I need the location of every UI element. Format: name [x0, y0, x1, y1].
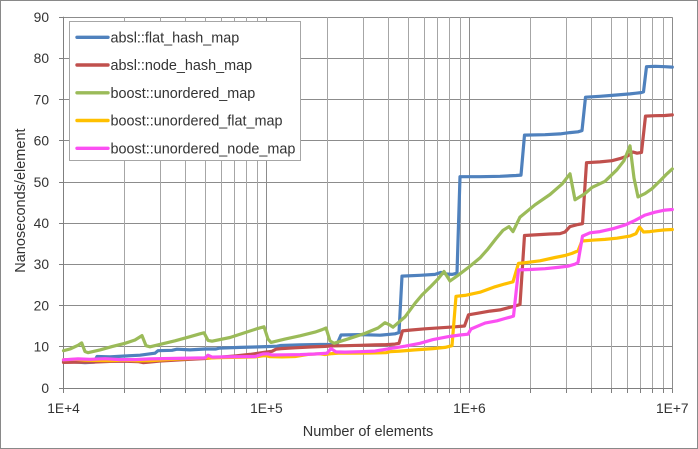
svg-text:60: 60 [34, 134, 50, 149]
svg-text:70: 70 [34, 92, 50, 107]
svg-text:Number of elements: Number of elements [303, 424, 434, 440]
svg-text:40: 40 [34, 216, 50, 231]
svg-text:1E+6: 1E+6 [453, 401, 486, 416]
svg-text:boost::unordered_flat_map: boost::unordered_flat_map [111, 114, 283, 130]
svg-text:80: 80 [34, 51, 50, 66]
svg-text:1E+4: 1E+4 [47, 401, 80, 416]
svg-text:absl::flat_hash_map: absl::flat_hash_map [111, 30, 240, 46]
svg-text:1E+5: 1E+5 [250, 401, 283, 416]
svg-text:50: 50 [34, 175, 50, 190]
svg-text:Nanoseconds/element: Nanoseconds/element [13, 128, 29, 272]
svg-text:0: 0 [41, 381, 49, 396]
svg-text:boost::unordered_node_map: boost::unordered_node_map [111, 141, 296, 157]
svg-text:20: 20 [34, 299, 50, 314]
svg-text:10: 10 [34, 340, 50, 355]
svg-text:boost::unordered_map: boost::unordered_map [111, 86, 256, 102]
svg-text:absl::node_hash_map: absl::node_hash_map [111, 58, 253, 74]
svg-text:30: 30 [34, 257, 50, 272]
svg-text:1E+7: 1E+7 [656, 401, 689, 416]
svg-text:90: 90 [34, 10, 50, 25]
